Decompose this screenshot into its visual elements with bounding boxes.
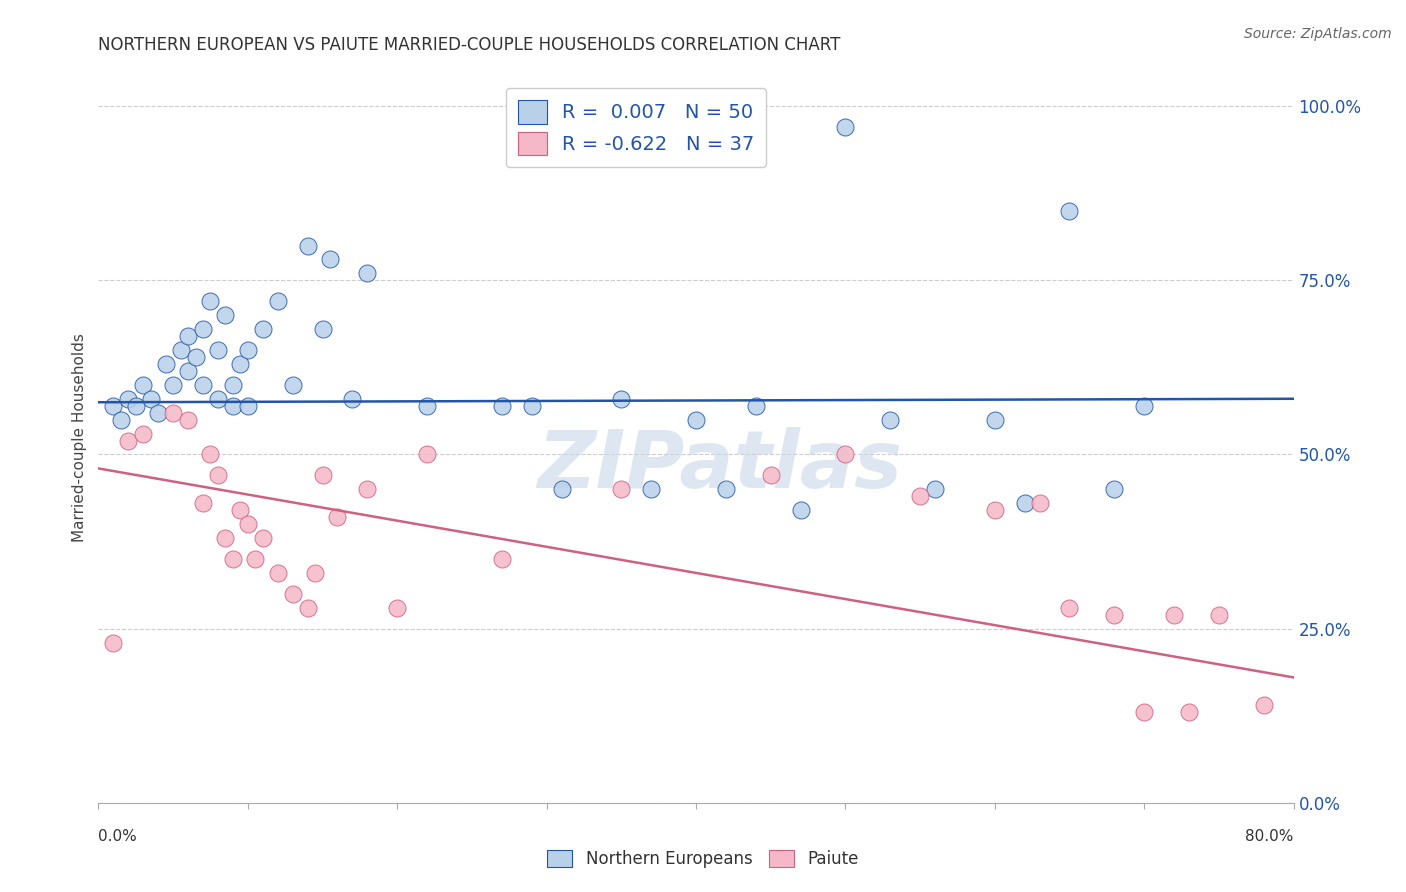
Point bbox=[245, 552, 267, 566]
Point bbox=[222, 399, 245, 413]
Point bbox=[1208, 607, 1230, 622]
Point bbox=[281, 587, 304, 601]
Point bbox=[184, 350, 207, 364]
Point bbox=[983, 412, 1005, 426]
Point bbox=[1059, 203, 1081, 218]
Point bbox=[103, 399, 125, 413]
Point bbox=[342, 392, 364, 406]
Point bbox=[1028, 496, 1050, 510]
Point bbox=[229, 357, 252, 371]
Point bbox=[834, 448, 856, 462]
Point bbox=[132, 377, 155, 392]
Point bbox=[236, 343, 259, 357]
Point bbox=[148, 406, 170, 420]
Point bbox=[834, 120, 856, 134]
Point bbox=[1102, 483, 1125, 497]
Point bbox=[304, 566, 326, 580]
Point bbox=[1059, 600, 1081, 615]
Point bbox=[491, 552, 513, 566]
Point bbox=[385, 600, 409, 615]
Point bbox=[222, 552, 245, 566]
Point bbox=[207, 343, 229, 357]
Point bbox=[297, 600, 319, 615]
Point bbox=[550, 483, 572, 497]
Point bbox=[1102, 607, 1125, 622]
Point bbox=[1163, 607, 1185, 622]
Point bbox=[759, 468, 782, 483]
Point bbox=[155, 357, 177, 371]
Point bbox=[229, 503, 252, 517]
Point bbox=[162, 377, 184, 392]
Point bbox=[685, 412, 707, 426]
Point bbox=[924, 483, 946, 497]
Point bbox=[162, 406, 184, 420]
Point bbox=[714, 483, 737, 497]
Text: ZIPatlas: ZIPatlas bbox=[537, 427, 903, 506]
Point bbox=[297, 238, 319, 252]
Point bbox=[1253, 698, 1275, 713]
Point bbox=[908, 489, 931, 503]
Point bbox=[252, 531, 274, 545]
Point bbox=[640, 483, 662, 497]
Point bbox=[117, 392, 139, 406]
Point bbox=[789, 503, 811, 517]
Point bbox=[214, 308, 236, 322]
Point bbox=[177, 364, 200, 378]
Point bbox=[326, 510, 349, 524]
Point bbox=[132, 426, 155, 441]
Point bbox=[983, 503, 1005, 517]
Point bbox=[207, 392, 229, 406]
Point bbox=[214, 531, 236, 545]
Point bbox=[207, 468, 229, 483]
Point bbox=[491, 399, 513, 413]
Point bbox=[281, 377, 304, 392]
Text: 0.0%: 0.0% bbox=[98, 830, 138, 844]
Legend: Northern Europeans, Paiute: Northern Europeans, Paiute bbox=[540, 843, 866, 875]
Point bbox=[1014, 496, 1036, 510]
Point bbox=[191, 496, 214, 510]
Text: 80.0%: 80.0% bbox=[1246, 830, 1294, 844]
Point bbox=[319, 252, 342, 267]
Point bbox=[745, 399, 768, 413]
Point bbox=[520, 399, 543, 413]
Point bbox=[1133, 705, 1156, 719]
Point bbox=[610, 483, 633, 497]
Legend: R =  0.007   N = 50, R = -0.622   N = 37: R = 0.007 N = 50, R = -0.622 N = 37 bbox=[506, 88, 766, 167]
Point bbox=[200, 294, 222, 309]
Point bbox=[200, 448, 222, 462]
Point bbox=[1133, 399, 1156, 413]
Point bbox=[110, 412, 132, 426]
Point bbox=[191, 322, 214, 336]
Point bbox=[177, 412, 200, 426]
Point bbox=[125, 399, 148, 413]
Point bbox=[267, 294, 290, 309]
Point bbox=[103, 635, 125, 649]
Point bbox=[879, 412, 901, 426]
Point bbox=[311, 322, 333, 336]
Y-axis label: Married-couple Households: Married-couple Households bbox=[72, 333, 87, 541]
Point bbox=[139, 392, 162, 406]
Point bbox=[311, 468, 333, 483]
Point bbox=[236, 517, 259, 532]
Text: NORTHERN EUROPEAN VS PAIUTE MARRIED-COUPLE HOUSEHOLDS CORRELATION CHART: NORTHERN EUROPEAN VS PAIUTE MARRIED-COUP… bbox=[98, 36, 841, 54]
Point bbox=[356, 266, 378, 280]
Point bbox=[117, 434, 139, 448]
Text: Source: ZipAtlas.com: Source: ZipAtlas.com bbox=[1244, 27, 1392, 41]
Point bbox=[416, 399, 439, 413]
Point bbox=[222, 377, 245, 392]
Point bbox=[267, 566, 290, 580]
Point bbox=[169, 343, 191, 357]
Point bbox=[416, 448, 439, 462]
Point bbox=[191, 377, 214, 392]
Point bbox=[356, 483, 378, 497]
Point bbox=[610, 392, 633, 406]
Point bbox=[177, 329, 200, 343]
Point bbox=[236, 399, 259, 413]
Point bbox=[1178, 705, 1201, 719]
Point bbox=[252, 322, 274, 336]
